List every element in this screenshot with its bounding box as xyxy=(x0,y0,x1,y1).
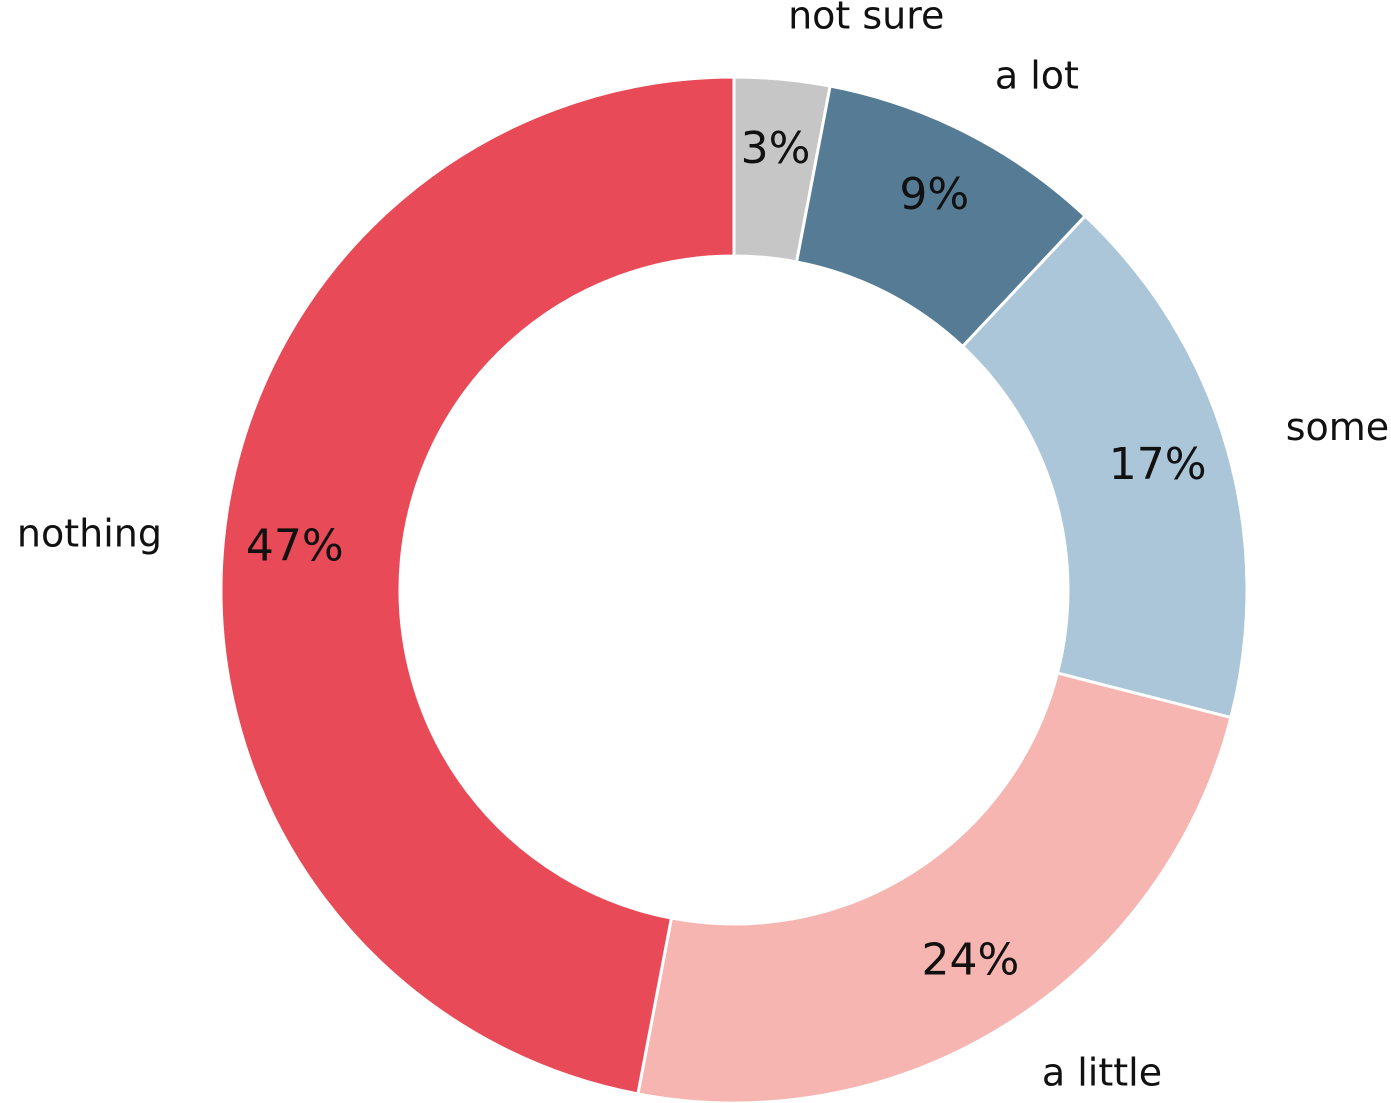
donut-segment xyxy=(219,75,736,1096)
donut-segment xyxy=(636,671,1233,1103)
value-label: 47% xyxy=(246,520,344,571)
category-label: not sure xyxy=(788,0,944,37)
value-label: 24% xyxy=(921,935,1019,986)
value-label: 3% xyxy=(741,123,811,174)
category-label: a little xyxy=(1042,1051,1162,1095)
value-label: 9% xyxy=(899,169,969,220)
value-label: 17% xyxy=(1109,439,1207,490)
category-label: nothing xyxy=(17,511,162,555)
donut-segment xyxy=(960,213,1249,720)
category-label: a lot xyxy=(995,54,1079,98)
category-label: some xyxy=(1286,405,1389,449)
